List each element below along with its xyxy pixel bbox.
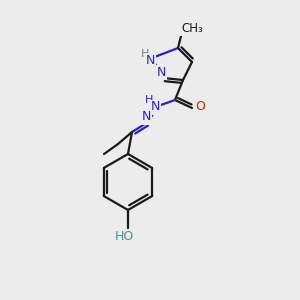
Text: H: H <box>145 95 153 105</box>
Text: CH₃: CH₃ <box>181 22 203 35</box>
Text: N: N <box>150 100 160 113</box>
Text: N: N <box>145 53 155 67</box>
Text: N: N <box>156 65 166 79</box>
Text: HO: HO <box>114 230 134 244</box>
Text: O: O <box>195 100 205 113</box>
Text: H: H <box>141 49 149 59</box>
Text: N: N <box>141 110 151 124</box>
